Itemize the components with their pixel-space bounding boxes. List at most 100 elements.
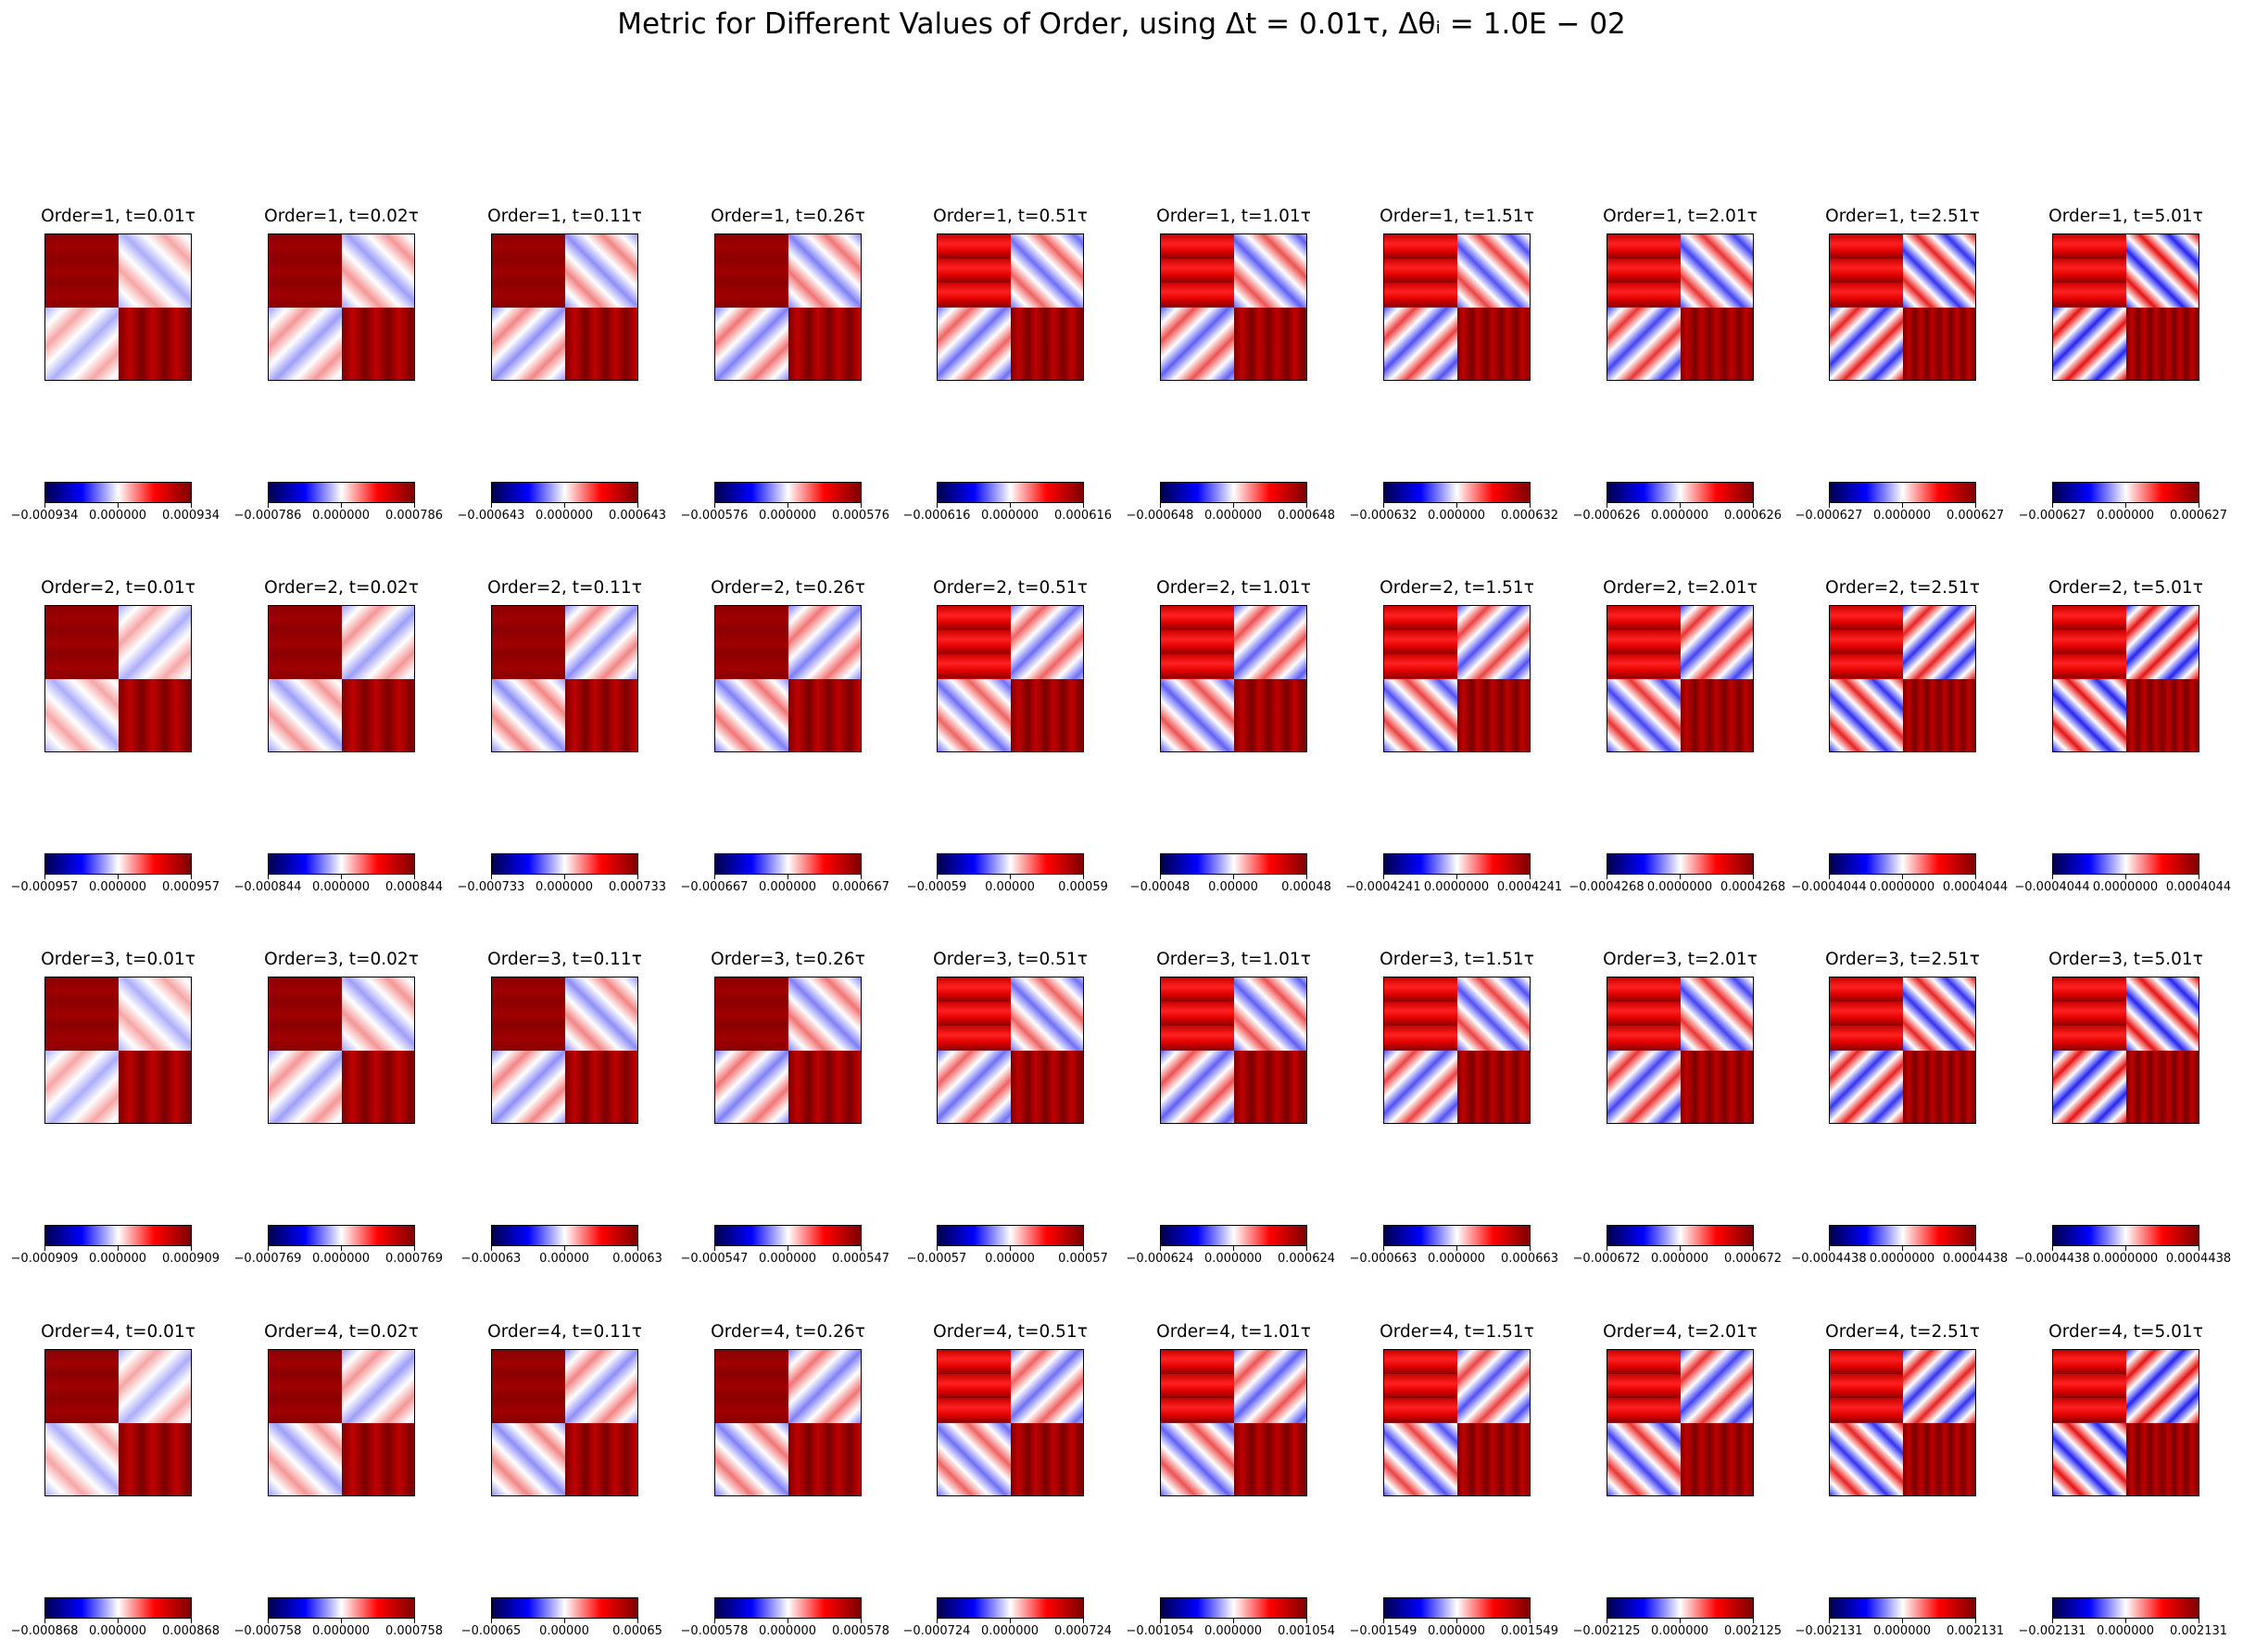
heatmap-quadrant	[788, 1050, 861, 1123]
panel-title: Order=4, t=2.01τ	[1603, 1322, 1758, 1342]
colorbar-tick-label: 0.000667	[831, 880, 890, 894]
heatmap-quadrant	[1233, 1422, 1306, 1495]
heatmap-quadrant	[1902, 234, 1975, 308]
heatmap-quadrant	[1456, 1350, 1530, 1423]
colorbar-tick	[937, 1246, 938, 1251]
heatmap-quadrant	[492, 1422, 565, 1495]
colorbar-tick-label: 0.000000	[1650, 509, 1709, 523]
colorbar-tick-label: 0.000000	[1650, 1252, 1709, 1266]
colorbar-tick-label: 0.000000	[1872, 509, 1932, 523]
panel-title: Order=3, t=1.51τ	[1380, 950, 1534, 969]
colorbar-tick	[637, 503, 638, 508]
heatmap-quadrant	[1384, 1422, 1457, 1495]
colorbar-tick-label: −0.000547	[680, 1252, 749, 1266]
colorbar-tick-label: 0.002131	[2169, 1624, 2228, 1638]
colorbar-tick	[44, 1619, 45, 1623]
colorbar-tick	[564, 875, 565, 879]
heatmap-quadrant	[1680, 1350, 1753, 1423]
heatmap-panel	[937, 605, 1084, 752]
heatmap-panel	[44, 605, 192, 752]
heatmap-panel	[1829, 605, 1976, 752]
colorbar-tick	[2125, 503, 2126, 508]
heatmap-quadrant	[2053, 1422, 2126, 1495]
heatmap-quadrant	[269, 1050, 342, 1123]
colorbar-tick-label: 0.000769	[384, 1252, 444, 1266]
heatmap-quadrant	[341, 1050, 414, 1123]
colorbar-tick	[1829, 1619, 1830, 1623]
heatmap-quadrant	[492, 977, 565, 1051]
heatmap-quadrant	[564, 1422, 637, 1495]
colorbar-tick-label: 0.000957	[161, 880, 221, 894]
colorbar-tick	[714, 1246, 715, 1251]
heatmap-quadrant	[788, 234, 861, 308]
heatmap-quadrant	[2053, 977, 2126, 1051]
heatmap-panel	[714, 1349, 862, 1496]
colorbar-tick	[1456, 875, 1457, 879]
colorbar-tick	[1975, 875, 1976, 879]
colorbar-tick	[118, 875, 119, 879]
heatmap-quadrant	[1161, 1050, 1234, 1123]
colorbar-tick	[268, 1246, 269, 1251]
heatmap-quadrant	[1233, 977, 1306, 1051]
heatmap-quadrant	[1233, 234, 1306, 308]
heatmap-quadrant	[715, 1422, 788, 1495]
panel-title: Order=1, t=2.01τ	[1603, 207, 1758, 226]
colorbar-tick	[1383, 1246, 1384, 1251]
heatmap-panel	[268, 605, 415, 752]
colorbar-tick	[1083, 875, 1084, 879]
heatmap-quadrant	[1233, 678, 1306, 751]
colorbar-tick-label: 0.000934	[161, 509, 221, 523]
heatmap-quadrant	[1902, 977, 1975, 1051]
colorbar-tick-label: −0.000616	[902, 509, 971, 523]
panel-title: Order=4, t=0.11τ	[487, 1322, 642, 1342]
colorbar-tick	[2052, 1619, 2053, 1623]
heatmap-quadrant	[1384, 234, 1457, 308]
panel-title: Order=4, t=5.01τ	[2048, 1322, 2203, 1342]
heatmap-quadrant	[1830, 977, 1903, 1051]
colorbar-tick-label: 0.000000	[311, 509, 371, 523]
heatmap-quadrant	[1830, 234, 1903, 308]
heatmap-panel	[44, 1349, 192, 1496]
heatmap-quadrant	[269, 606, 342, 679]
heatmap-quadrant	[2053, 606, 2126, 679]
heatmap-quadrant	[564, 1350, 637, 1423]
heatmap-quadrant	[2125, 307, 2199, 380]
heatmap-quadrant	[118, 977, 191, 1051]
heatmap-quadrant	[1161, 1422, 1234, 1495]
colorbar-tick-label: 0.00000	[1208, 880, 1258, 894]
heatmap-quadrant	[1456, 1422, 1530, 1495]
heatmap-quadrant	[45, 606, 119, 679]
colorbar	[1160, 1597, 1307, 1619]
heatmap-quadrant	[938, 307, 1011, 380]
colorbar-tick	[564, 1246, 565, 1251]
heatmap-panel	[491, 977, 638, 1124]
colorbar-tick	[1829, 503, 1830, 508]
heatmap-quadrant	[45, 234, 119, 308]
colorbar-tick-label: 0.000000	[1203, 1252, 1263, 1266]
colorbar-tick	[1010, 1619, 1011, 1623]
heatmap-quadrant	[492, 1050, 565, 1123]
heatmap-quadrant	[788, 1350, 861, 1423]
heatmap-quadrant	[1384, 1050, 1457, 1123]
colorbar-tick	[1383, 1619, 1384, 1623]
panel-title: Order=1, t=0.51τ	[933, 207, 1088, 226]
colorbar-tick-label: 0.00057	[1058, 1252, 1108, 1266]
heatmap-quadrant	[1010, 234, 1083, 308]
heatmap-panel	[2052, 605, 2199, 752]
colorbar-tick-label: 0.000724	[1053, 1624, 1113, 1638]
colorbar-tick	[1233, 1246, 1234, 1251]
heatmap-quadrant	[1161, 606, 1234, 679]
colorbar-tick-label: −0.0004044	[2014, 880, 2090, 894]
heatmap-panel	[44, 977, 192, 1124]
heatmap-quadrant	[788, 307, 861, 380]
heatmap-panel	[1160, 233, 1307, 381]
heatmap-quadrant	[118, 234, 191, 308]
panel-title: Order=2, t=1.51τ	[1380, 578, 1534, 598]
colorbar-tick-label: 0.002125	[1723, 1624, 1783, 1638]
panel-title: Order=3, t=0.02τ	[264, 950, 419, 969]
heatmap-quadrant	[492, 307, 565, 380]
panel-title: Order=3, t=0.26τ	[711, 950, 865, 969]
heatmap-quadrant	[1680, 1422, 1753, 1495]
colorbar-tick-label: −0.000769	[233, 1252, 302, 1266]
colorbar	[1607, 482, 1754, 503]
